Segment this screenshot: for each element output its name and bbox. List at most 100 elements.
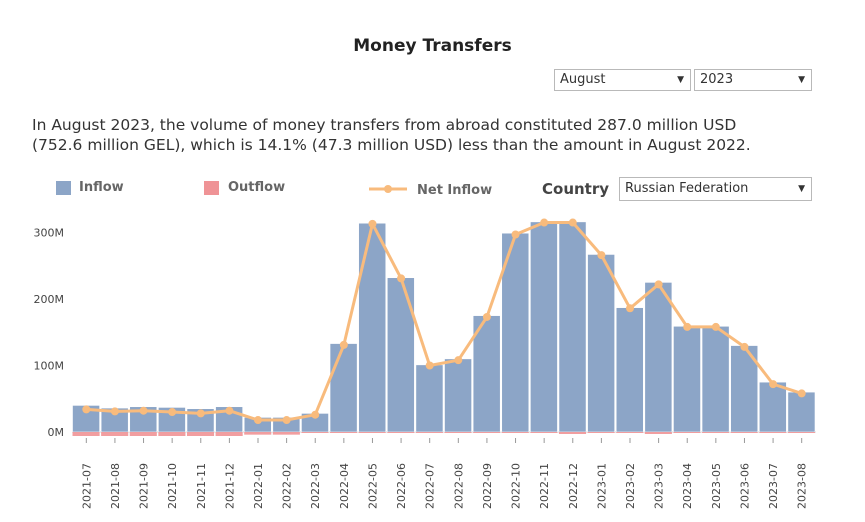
x-tick-label: 2021-12 <box>223 463 236 509</box>
net-inflow-point <box>568 218 577 227</box>
net-inflow-point <box>597 251 606 260</box>
inflow-bar <box>558 221 587 433</box>
x-tick-label: 2023-07 <box>767 463 780 509</box>
outflow-bar <box>358 432 386 433</box>
inflow-bar <box>386 277 415 433</box>
net-inflow-point <box>368 219 377 228</box>
y-tick-label: 0M <box>48 426 65 439</box>
outflow-bar <box>759 432 787 433</box>
summary-text: In August 2023, the volume of money tran… <box>32 115 832 155</box>
outflow-bar <box>101 432 129 436</box>
outflow-bar <box>330 432 358 433</box>
inflow-bar <box>501 232 530 433</box>
outflow-bar <box>129 432 157 436</box>
inflow-bar <box>673 325 701 433</box>
x-tick-label: 2021-10 <box>166 463 179 509</box>
country-select[interactable]: Russian Federation ▼ <box>619 177 812 201</box>
year-select-value: 2023 <box>700 72 734 87</box>
net-inflow-point <box>740 342 749 351</box>
outflow-bar <box>387 432 415 433</box>
outflow-bar <box>530 432 558 433</box>
outflow-bar <box>72 432 100 436</box>
outflow-bar <box>473 432 501 433</box>
inflow-legend-label: Inflow <box>79 180 124 195</box>
inflow-bar <box>615 307 644 433</box>
inflow-legend-swatch <box>56 181 71 195</box>
x-tick-label: 2023-03 <box>653 463 666 509</box>
outflow-bar <box>444 432 472 433</box>
inflow-bar <box>530 221 558 433</box>
net-inflow-point <box>254 416 262 425</box>
summary-line-1: In August 2023, the volume of money tran… <box>32 116 737 134</box>
summary-line-2: (752.6 million GEL), which is 14.1% (47.… <box>32 136 751 154</box>
inflow-bar <box>329 343 358 433</box>
y-tick-label: 100M <box>34 360 65 373</box>
x-tick-label: 2022-06 <box>395 463 408 509</box>
outflow-legend-swatch <box>204 181 219 195</box>
x-tick-label: 2022-11 <box>538 463 551 509</box>
net-inflow-point <box>110 407 119 416</box>
x-tick-label: 2021-08 <box>109 463 122 509</box>
x-tick-label: 2022-09 <box>481 463 494 509</box>
page-title: Money Transfers <box>353 36 512 56</box>
chevron-down-icon: ▼ <box>798 75 805 85</box>
x-tick-label: 2023-04 <box>681 463 694 509</box>
net-inflow-legend-swatch <box>369 185 407 193</box>
net-inflow-point <box>311 410 320 419</box>
x-tick-label: 2022-02 <box>281 463 294 509</box>
net-inflow-legend-label: Net Inflow <box>417 183 493 198</box>
x-tick-label: 2022-01 <box>252 463 265 509</box>
x-tick-label: 2021-07 <box>80 463 93 509</box>
outflow-bar <box>730 432 758 433</box>
net-inflow-point <box>139 406 148 415</box>
net-inflow-point <box>425 361 434 370</box>
chevron-down-icon: ▼ <box>677 75 684 85</box>
outflow-bar <box>272 432 300 435</box>
net-inflow-point <box>282 416 291 425</box>
outflow-bar <box>644 432 672 434</box>
net-inflow-point <box>769 380 778 389</box>
outflow-bar <box>501 432 529 433</box>
net-inflow-point <box>482 312 491 321</box>
net-inflow-line <box>86 221 803 422</box>
x-tick-label: 2023-06 <box>738 463 751 509</box>
inflow-bar <box>587 254 615 433</box>
outflow-bar <box>158 432 186 436</box>
month-select[interactable]: August ▼ <box>554 69 691 91</box>
year-select[interactable]: 2023 ▼ <box>694 69 812 91</box>
outflow-legend-label: Outflow <box>228 180 286 195</box>
outflow-bar <box>244 432 272 435</box>
outflow-bar <box>587 432 615 433</box>
outflow-bar <box>702 432 730 433</box>
inflow-bar <box>701 325 730 433</box>
x-tick-label: 2022-10 <box>510 463 523 509</box>
outflow-bar <box>787 432 815 433</box>
outflow-bar <box>215 432 243 436</box>
x-tick-label: 2023-08 <box>796 463 809 509</box>
inflow-bar <box>444 358 472 433</box>
inflow-bar <box>644 282 673 433</box>
outflow-bar <box>558 432 587 434</box>
country-select-value: Russian Federation <box>625 181 749 196</box>
net-inflow-point <box>626 304 634 313</box>
outflow-bar <box>673 432 701 433</box>
net-inflow-point <box>397 274 406 283</box>
x-tick-label: 2021-09 <box>138 463 151 509</box>
x-tick-label: 2022-05 <box>366 463 379 509</box>
x-tick-label: 2022-07 <box>424 463 437 509</box>
x-tick-label: 2022-03 <box>309 463 322 509</box>
net-inflow-point <box>168 408 177 417</box>
net-inflow-point <box>511 230 520 239</box>
x-tick-label: 2022-04 <box>338 463 351 509</box>
x-tick-label: 2023-01 <box>595 463 608 509</box>
net-inflow-point <box>683 322 692 331</box>
outflow-bar <box>186 432 215 436</box>
inflow-bar <box>358 222 387 433</box>
month-select-value: August <box>560 72 606 87</box>
inflow-bar <box>758 381 787 433</box>
net-inflow-point <box>540 218 549 227</box>
net-inflow-point <box>797 389 806 398</box>
outflow-bar <box>301 432 329 433</box>
outflow-bar <box>415 432 443 433</box>
